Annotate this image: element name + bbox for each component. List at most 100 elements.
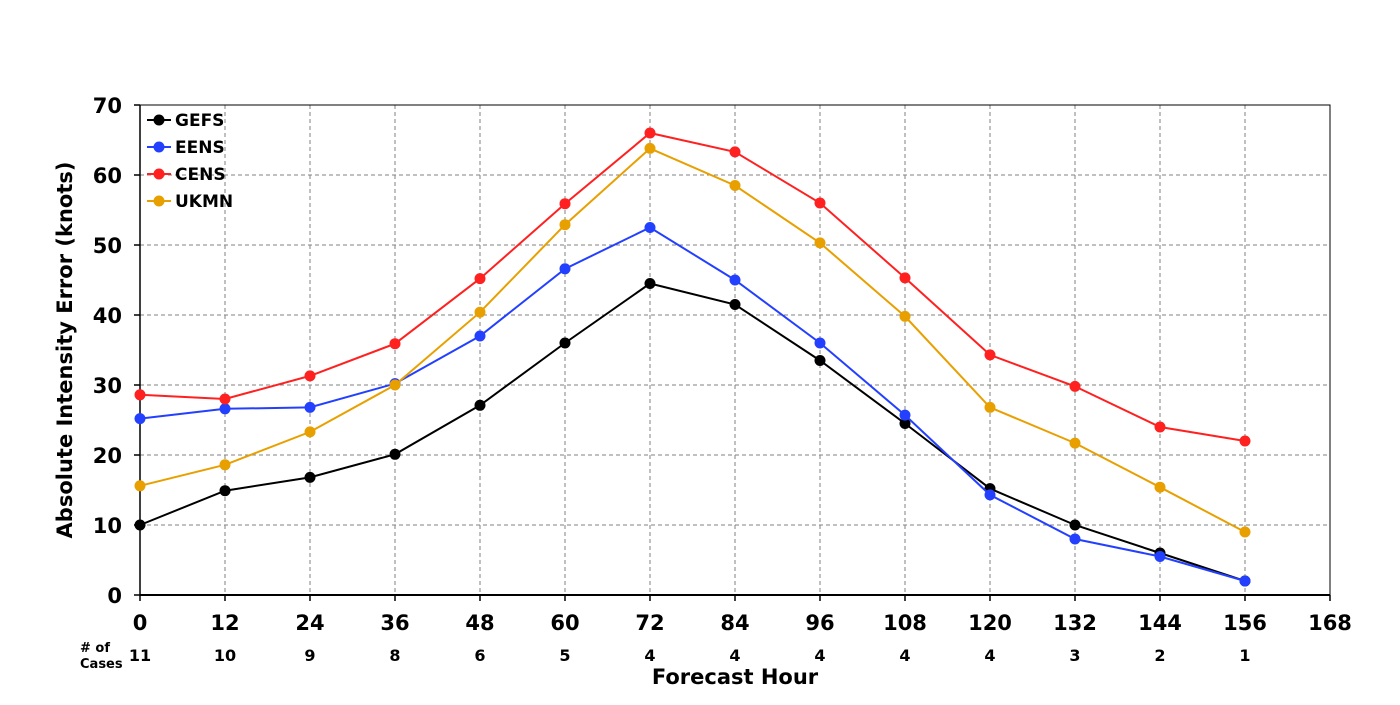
- data-point: [304, 426, 316, 438]
- x-tick-label: 36: [380, 611, 409, 635]
- x-tick-label: 96: [805, 611, 834, 635]
- legend-label: UKMN: [175, 192, 233, 212]
- data-point: [1069, 380, 1081, 392]
- x-tick-label: 132: [1053, 611, 1097, 635]
- cases-count: 1: [1239, 646, 1250, 665]
- y-tick-label: 70: [93, 94, 122, 118]
- data-point: [559, 337, 571, 349]
- x-tick-label: 12: [210, 611, 239, 635]
- data-point: [984, 489, 996, 501]
- cases-count: 5: [559, 646, 570, 665]
- data-point: [219, 393, 231, 405]
- data-point: [389, 379, 401, 391]
- data-point: [1069, 533, 1081, 545]
- x-tick-label: 60: [550, 611, 579, 635]
- data-point: [644, 127, 656, 139]
- legend-label: EENS: [175, 138, 225, 158]
- data-point: [729, 274, 741, 286]
- series-line: [139, 282, 1246, 582]
- data-point: [219, 485, 231, 497]
- y-tick-label: 10: [93, 514, 122, 538]
- grid-lines: [140, 105, 1330, 595]
- cases-count: 4: [814, 646, 825, 665]
- y-tick-label: 0: [107, 584, 122, 608]
- legend-item-cens: CENS: [147, 165, 226, 185]
- data-point: [1154, 421, 1166, 433]
- data-point: [1069, 437, 1081, 449]
- cases-count: 10: [214, 646, 236, 665]
- series-line: [139, 147, 1246, 533]
- cases-header-line: Cases: [80, 657, 123, 672]
- cases-count: 4: [899, 646, 910, 665]
- data-point: [304, 471, 316, 483]
- y-tick-label: 20: [93, 444, 122, 468]
- legend-item-ukmn: UKMN: [147, 192, 233, 212]
- cases-count: 6: [474, 646, 485, 665]
- cases-header: # of Cases: [80, 641, 123, 672]
- data-point: [899, 409, 911, 421]
- x-axis-label: Forecast Hour: [652, 665, 819, 689]
- data-point: [474, 330, 486, 342]
- data-point: [1069, 519, 1081, 531]
- data-point: [304, 370, 316, 382]
- data-point: [1239, 575, 1251, 587]
- data-point: [899, 418, 911, 429]
- data-point: [474, 306, 486, 318]
- data-point: [1154, 481, 1166, 493]
- data-point: [559, 198, 571, 210]
- data-point: [814, 237, 826, 249]
- data-point: [729, 180, 741, 191]
- x-tick-label: 48: [465, 611, 494, 635]
- axes: 0 12 24 36 48 60 72 84 96 108 120 132 144 156 168 0 10 20…: [93, 94, 1352, 635]
- data-point: [729, 146, 741, 158]
- data-point: [134, 413, 146, 425]
- data-point: [389, 338, 401, 350]
- legend-label: GEFS: [175, 111, 224, 131]
- cases-count: 4: [644, 646, 655, 665]
- data-point: [1239, 526, 1251, 538]
- cases-count: 4: [729, 646, 740, 665]
- data-point: [1154, 551, 1166, 562]
- data-point: [729, 299, 741, 310]
- legend-marker: [153, 168, 165, 180]
- x-tick-label: 144: [1138, 611, 1182, 635]
- data-point: [474, 399, 486, 411]
- legend-marker: [153, 195, 165, 207]
- series-cens: [134, 127, 1251, 447]
- series-group: [134, 127, 1251, 587]
- cases-count: 3: [1069, 646, 1080, 665]
- y-tick-label: 50: [93, 234, 122, 258]
- legend-item-gefs: GEFS: [147, 111, 224, 131]
- cases-count: 4: [984, 646, 995, 665]
- legend-item-eens: EENS: [147, 138, 225, 158]
- data-point: [899, 310, 911, 322]
- data-point: [134, 480, 146, 492]
- data-point: [474, 273, 486, 285]
- legend-marker: [153, 114, 165, 126]
- series-eens: [134, 222, 1251, 587]
- data-point: [984, 401, 996, 413]
- data-point: [814, 355, 826, 366]
- legend: GEFS EENS CENS UKMN: [147, 111, 233, 212]
- series-ukmn: [134, 142, 1251, 538]
- x-tick-label: 108: [883, 611, 927, 635]
- cases-count: 11: [129, 646, 151, 665]
- x-tick-label: 156: [1223, 611, 1267, 635]
- data-point: [984, 349, 996, 361]
- cases-row: # of Cases 11 10 9 8 6 5 4 4 4 4 4 3 2 1: [80, 641, 1251, 672]
- data-point: [389, 448, 401, 460]
- legend-marker: [153, 141, 165, 153]
- data-point: [559, 263, 571, 275]
- x-tick-label: 120: [968, 611, 1012, 635]
- data-point: [644, 142, 656, 154]
- cases-count: 9: [304, 646, 315, 665]
- y-tick-label: 40: [93, 304, 122, 328]
- legend-label: CENS: [175, 165, 226, 185]
- x-tick-label: 24: [295, 611, 324, 635]
- series-line: [139, 131, 1246, 442]
- data-point: [814, 337, 826, 349]
- data-point: [644, 278, 656, 289]
- series-line: [139, 226, 1246, 582]
